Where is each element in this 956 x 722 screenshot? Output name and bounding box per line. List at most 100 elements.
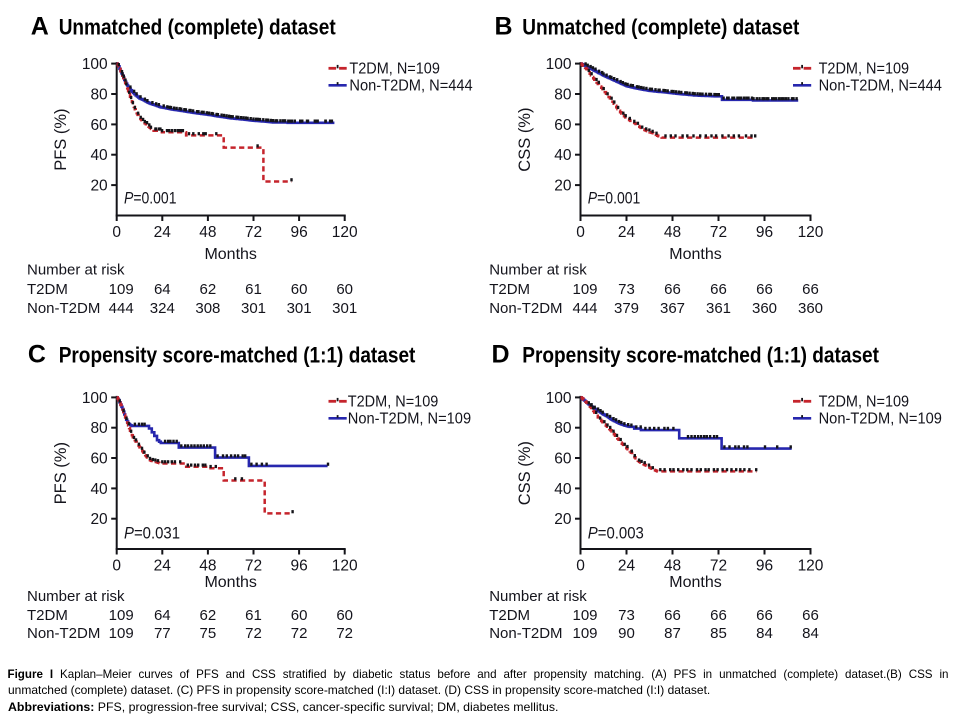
svg-text:444: 444 [109,300,134,317]
svg-text:60: 60 [90,117,108,134]
svg-text:360: 360 [798,300,823,317]
svg-text:96: 96 [290,224,307,241]
svg-text:C: C [28,341,46,369]
svg-text:D: D [492,341,510,369]
svg-text:PFS (%): PFS (%) [52,108,70,170]
svg-text:T2DM, N=109: T2DM, N=109 [819,394,910,411]
svg-text:100: 100 [546,56,572,73]
svg-text:Number at risk: Number at risk [489,588,587,605]
svg-text:96: 96 [756,224,773,241]
svg-text:64: 64 [154,607,171,624]
svg-text:308: 308 [195,300,220,317]
svg-text:Unmatched (complete) dataset: Unmatched (complete) dataset [59,15,336,40]
svg-text:85: 85 [710,625,727,642]
svg-text:62: 62 [200,607,217,624]
svg-text:80: 80 [554,87,572,104]
svg-text:24: 24 [154,224,172,241]
svg-text:80: 80 [90,420,108,437]
svg-text:CSS (%): CSS (%) [516,441,534,505]
svg-text:72: 72 [291,625,308,642]
svg-text:0: 0 [576,224,585,241]
svg-text:Non-T2DM: Non-T2DM [27,625,100,642]
svg-text:66: 66 [710,281,727,298]
svg-text:77: 77 [154,625,171,642]
svg-text:P=0.001: P=0.001 [588,190,641,208]
svg-text:60: 60 [291,607,308,624]
svg-text:120: 120 [332,557,358,574]
svg-text:109: 109 [109,281,134,298]
svg-text:62: 62 [200,281,217,298]
svg-text:120: 120 [332,224,358,241]
svg-text:61: 61 [245,281,262,298]
svg-text:64: 64 [154,281,171,298]
svg-text:109: 109 [572,281,597,298]
svg-text:Non-T2DM, N=109: Non-T2DM, N=109 [348,411,471,428]
svg-text:80: 80 [90,87,108,104]
svg-text:72: 72 [710,557,727,574]
svg-text:90: 90 [618,625,635,642]
svg-text:66: 66 [710,607,727,624]
svg-text:72: 72 [336,625,353,642]
svg-text:40: 40 [90,147,108,164]
svg-text:T2DM, N=109: T2DM, N=109 [819,61,910,78]
svg-text:Number at risk: Number at risk [27,588,125,605]
svg-text:48: 48 [664,557,681,574]
svg-text:80: 80 [554,420,572,437]
svg-text:120: 120 [798,224,824,241]
svg-text:0: 0 [576,557,585,574]
svg-text:361: 361 [706,300,731,317]
svg-text:60: 60 [554,451,572,468]
svg-text:60: 60 [291,281,308,298]
svg-text:0: 0 [112,224,121,241]
svg-text:60: 60 [90,451,108,468]
svg-text:60: 60 [554,117,572,134]
svg-text:Number at risk: Number at risk [489,261,587,278]
svg-text:96: 96 [290,557,307,574]
svg-text:CSS (%): CSS (%) [516,108,534,172]
svg-text:73: 73 [618,607,635,624]
svg-text:301: 301 [332,300,357,317]
svg-text:66: 66 [802,607,819,624]
svg-text:84: 84 [802,625,819,642]
svg-text:367: 367 [660,300,685,317]
svg-text:24: 24 [154,557,172,574]
svg-text:T2DM, N=109: T2DM, N=109 [348,394,439,411]
svg-text:66: 66 [756,607,773,624]
svg-text:379: 379 [614,300,639,317]
svg-text:Months: Months [669,246,721,263]
svg-text:Months: Months [204,246,256,263]
svg-text:48: 48 [199,557,216,574]
svg-text:120: 120 [798,557,824,574]
svg-text:24: 24 [618,557,636,574]
svg-text:40: 40 [554,481,572,498]
svg-text:20: 20 [554,511,572,528]
svg-text:72: 72 [710,224,727,241]
svg-text:24: 24 [618,224,636,241]
svg-text:PFS (%): PFS (%) [52,442,70,504]
svg-text:66: 66 [664,607,681,624]
svg-text:Unmatched (complete) dataset: Unmatched (complete) dataset [522,15,799,40]
svg-text:109: 109 [572,607,597,624]
svg-text:Non-T2DM: Non-T2DM [489,300,562,317]
svg-text:60: 60 [336,607,353,624]
svg-text:20: 20 [554,178,572,195]
svg-text:Non-T2DM: Non-T2DM [27,300,100,317]
svg-text:301: 301 [287,300,312,317]
svg-text:Propensity score-matched (1:1): Propensity score-matched (1:1) dataset [522,343,879,368]
svg-text:96: 96 [756,557,773,574]
svg-text:T2DM: T2DM [27,281,68,298]
svg-text:100: 100 [82,390,108,407]
svg-text:301: 301 [241,300,266,317]
svg-text:Non-T2DM, N=444: Non-T2DM, N=444 [349,78,473,95]
svg-text:40: 40 [90,481,108,498]
svg-text:66: 66 [802,281,819,298]
svg-text:20: 20 [90,178,108,195]
svg-text:109: 109 [572,625,597,642]
svg-text:100: 100 [82,56,108,73]
svg-text:48: 48 [199,224,216,241]
svg-text:72: 72 [245,557,262,574]
svg-text:87: 87 [664,625,681,642]
svg-text:60: 60 [336,281,353,298]
svg-text:0: 0 [112,557,121,574]
svg-text:T2DM: T2DM [489,607,530,624]
